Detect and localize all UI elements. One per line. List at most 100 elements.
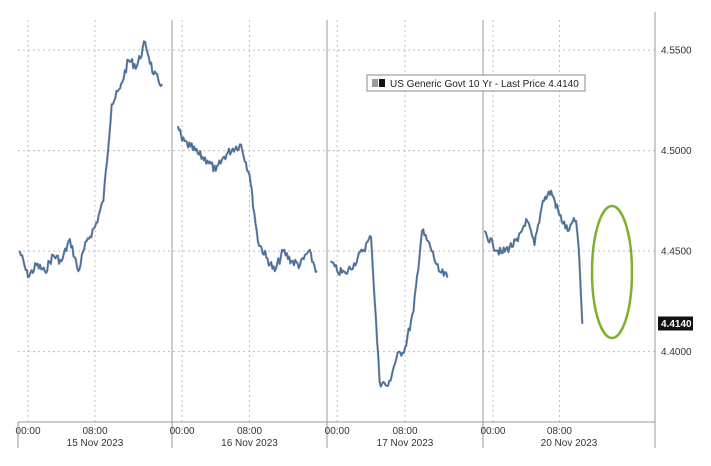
data-point (77, 270, 79, 272)
legend-label: US Generic Govt 10 Yr - Last Price 4.414… (390, 79, 579, 90)
data-point (69, 238, 71, 240)
data-point (60, 260, 63, 262)
data-point (27, 276, 29, 278)
data-point (578, 248, 580, 250)
data-point (525, 218, 527, 220)
data-point (345, 272, 347, 274)
y-tick-label: 4.4500 (661, 247, 692, 258)
data-point (484, 230, 486, 232)
data-point (404, 347, 406, 349)
legend: US Generic Govt 10 Yr - Last Price 4.414… (366, 74, 586, 92)
data-point (412, 310, 415, 313)
data-point (307, 250, 310, 252)
data-point (575, 220, 577, 222)
data-point (362, 250, 364, 252)
day-label: 15 Nov 2023 (67, 438, 124, 449)
data-point (111, 103, 113, 106)
data-point (330, 260, 332, 262)
data-point (52, 254, 54, 256)
data-point (274, 270, 276, 272)
data-point (581, 322, 583, 325)
x-tick-label: 00:00 (16, 426, 41, 437)
data-point (265, 256, 267, 258)
series-line-20-Nov-2023 (484, 190, 583, 324)
data-point (223, 156, 225, 158)
data-point (336, 270, 338, 272)
data-point (189, 146, 192, 148)
series-shadow-17-Nov-2023 (330, 228, 449, 388)
data-point (198, 154, 200, 156)
x-tick-label: 00:00 (325, 426, 350, 437)
series-line-17-Nov-2023 (330, 228, 448, 388)
series-shadow-20-Nov-2023 (483, 189, 584, 324)
data-point (181, 140, 183, 142)
data-point (387, 385, 389, 387)
x-tick-label: 08:00 (392, 426, 417, 437)
series-shadow-16-Nov-2023 (176, 126, 318, 274)
day-label: 16 Nov 2023 (221, 438, 278, 449)
x-tick-label: 00:00 (480, 426, 505, 437)
data-point (567, 230, 569, 232)
data-point (421, 230, 423, 232)
legend-swatch-dark (379, 79, 385, 87)
series-line-15-Nov-2023 (19, 40, 163, 278)
data-point (282, 250, 284, 252)
data-point (550, 190, 552, 192)
data-point (136, 65, 138, 67)
data-point (257, 240, 259, 242)
data-point (299, 264, 301, 266)
data-point (144, 41, 146, 43)
data-point (492, 244, 494, 246)
data-point (127, 59, 130, 61)
data-point (446, 276, 448, 278)
last-price-label: 4.4140 (661, 319, 692, 330)
data-point (395, 357, 398, 359)
y-tick-label: 4.5000 (661, 146, 692, 157)
data-point (517, 240, 519, 242)
data-point (291, 260, 293, 262)
series-shadow-15-Nov-2023 (18, 40, 163, 279)
data-point (542, 200, 544, 202)
highlight-ellipse (590, 204, 634, 340)
data-point (429, 246, 432, 248)
data-point (500, 252, 502, 254)
data-point (206, 160, 208, 162)
data-point (44, 270, 46, 272)
data-point (102, 200, 104, 202)
legend-swatch-light (372, 79, 378, 87)
data-point (19, 250, 21, 252)
data-point (232, 148, 234, 150)
x-tick-label: 08:00 (237, 426, 262, 437)
data-point (86, 240, 88, 242)
data-point (161, 83, 163, 85)
data-point (316, 270, 318, 272)
data-point (378, 381, 381, 383)
last-price-marker: 4.4140 (658, 316, 693, 331)
annotation-layer (590, 204, 634, 340)
day-label: 17 Nov 2023 (377, 438, 434, 449)
data-point (119, 87, 121, 89)
day-label: 20 Nov 2023 (541, 438, 598, 449)
series-line-16-Nov-2023 (177, 126, 318, 273)
data-point (215, 170, 217, 172)
x-tick-label: 08:00 (82, 426, 107, 437)
x-tick-label: 00:00 (170, 426, 195, 437)
data-point (569, 224, 572, 226)
last-price-badge (658, 316, 693, 331)
data-point (35, 264, 38, 266)
data-point (353, 262, 355, 264)
data-point (533, 244, 536, 246)
data-point (370, 236, 372, 238)
data-point (248, 174, 251, 176)
series-layer (18, 40, 584, 388)
legend-box (366, 74, 586, 92)
data-point (177, 125, 179, 128)
data-point (558, 214, 561, 216)
x-tick-label: 08:00 (547, 426, 572, 437)
y-tick-label: 4.5500 (661, 46, 692, 57)
data-point (508, 246, 511, 248)
data-point (94, 226, 96, 228)
data-point (240, 144, 242, 146)
